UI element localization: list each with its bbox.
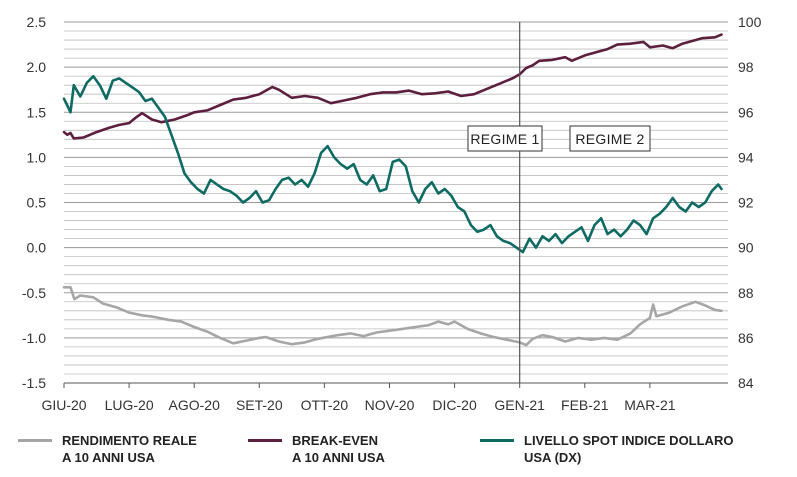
x-tick-label: DIC-20 [432, 397, 477, 413]
legend-item-real-yield: RENDIMENTO REALE A 10 ANNI USA [18, 432, 197, 466]
series-line-2 [62, 74, 723, 254]
y-right-tick-label: 86 [738, 330, 754, 346]
y-right-tick-label: 98 [738, 59, 754, 75]
y-left-tick-label: 2.5 [27, 14, 47, 30]
legend-swatch-dollar-index [480, 439, 514, 442]
series-line-1 [62, 33, 723, 140]
y-right-tick-label: 94 [738, 149, 754, 165]
y-left-tick-label: 0.5 [27, 195, 47, 211]
legend-item-break-even: BREAK-EVEN A 10 ANNI USA [248, 432, 385, 466]
regime-2-label-box [569, 125, 651, 152]
y-right-tick-label: 92 [738, 195, 754, 211]
x-tick-label: OTT-20 [301, 397, 349, 413]
x-tick-label: GEN-21 [494, 397, 545, 413]
axes [63, 382, 728, 388]
y-right-tick-label: 90 [738, 240, 754, 256]
x-tick-label: NOV-20 [365, 397, 415, 413]
legend-label-real-yield: RENDIMENTO REALE A 10 ANNI USA [62, 433, 197, 465]
y-right-tick-label: 88 [738, 285, 754, 301]
y-left-tick-label: 1.5 [27, 104, 47, 120]
legend-item-dollar-index: LIVELLO SPOT INDICE DOLLARO USA (DX) [480, 432, 733, 466]
x-tick-label: GIU-20 [41, 397, 86, 413]
y-right-tick-label: 84 [738, 375, 754, 391]
series-line-0 [62, 286, 723, 347]
y-left-tick-label: -1.0 [22, 330, 46, 346]
annotations: REGIME 1 REGIME 2 [467, 22, 651, 383]
x-tick-label: SET-20 [236, 397, 283, 413]
regime-1-label-box [467, 125, 543, 152]
x-tick-label: MAR-21 [624, 397, 676, 413]
x-tick-label: AGO-20 [169, 397, 221, 413]
y-left-tick-label: 2.0 [27, 59, 47, 75]
legend-label-dollar-index: LIVELLO SPOT INDICE DOLLARO USA (DX) [524, 433, 734, 465]
y-left-tick-label: -0.5 [22, 285, 46, 301]
y-left-tick-label: 0.0 [27, 240, 47, 256]
legend-swatch-real-yield [18, 439, 52, 442]
tick-labels: 2.5 2.0 1.5 1.0 0.5 0.0 -0.5 -1.0 -1.5 100 98 96 94 9… [22, 14, 762, 413]
y-left-tick-label: -1.5 [22, 375, 46, 391]
regime-2-label: REGIME 2 [575, 131, 644, 147]
series-lines [62, 33, 723, 347]
legend-swatch-break-even [248, 439, 282, 442]
legend: RENDIMENTO REALE A 10 ANNI USA BREAK-EVE… [0, 432, 797, 472]
gridlines [64, 21, 728, 384]
regime-1-label: REGIME 1 [470, 131, 539, 147]
x-tick-label: FEB-21 [561, 397, 609, 413]
y-right-tick-label: 96 [738, 104, 754, 120]
y-right-tick-label: 100 [738, 14, 762, 30]
y-left-tick-label: 1.0 [27, 149, 47, 165]
legend-label-break-even: BREAK-EVEN A 10 ANNI USA [292, 433, 385, 465]
x-tick-label: LUG-20 [105, 397, 154, 413]
